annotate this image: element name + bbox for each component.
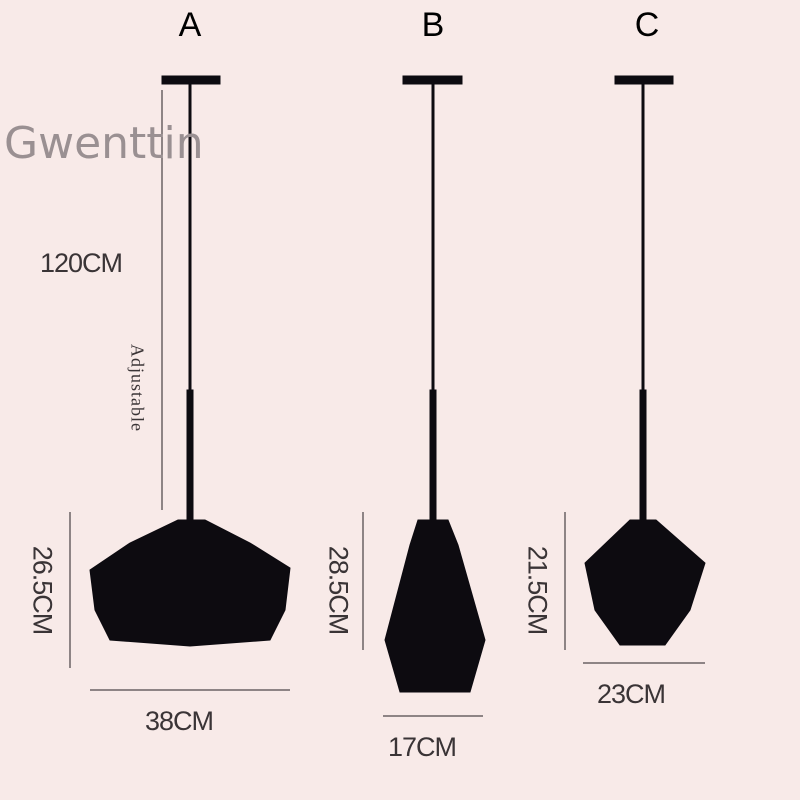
height-c: 21.5CM [522, 545, 553, 635]
width-c: 23CM [597, 679, 666, 709]
watermark: Gwenttin [4, 118, 204, 169]
label-b: B [421, 6, 445, 44]
dimension-lines [69, 90, 705, 717]
rod-b [429, 389, 437, 521]
width-b: 17CM [388, 732, 457, 762]
cord-adjustable-note: Adjustable [127, 344, 148, 432]
canopy-a [161, 75, 221, 85]
lamp-c [584, 75, 706, 646]
canopy-b [402, 75, 463, 85]
cord-length: 120CM [40, 248, 123, 278]
shade-c [584, 519, 706, 646]
lamp-b [384, 75, 486, 693]
rod-c [639, 389, 647, 521]
height-b: 28.5CM [323, 545, 354, 635]
shade-a [89, 519, 291, 647]
label-a: A [178, 6, 202, 44]
height-a: 26.5CM [27, 545, 58, 635]
lamp-a [89, 75, 291, 647]
label-c: C [634, 6, 660, 44]
canopy-c [614, 75, 674, 85]
width-a: 38CM [145, 706, 214, 736]
shade-b [384, 519, 486, 693]
rod-a [186, 389, 194, 521]
